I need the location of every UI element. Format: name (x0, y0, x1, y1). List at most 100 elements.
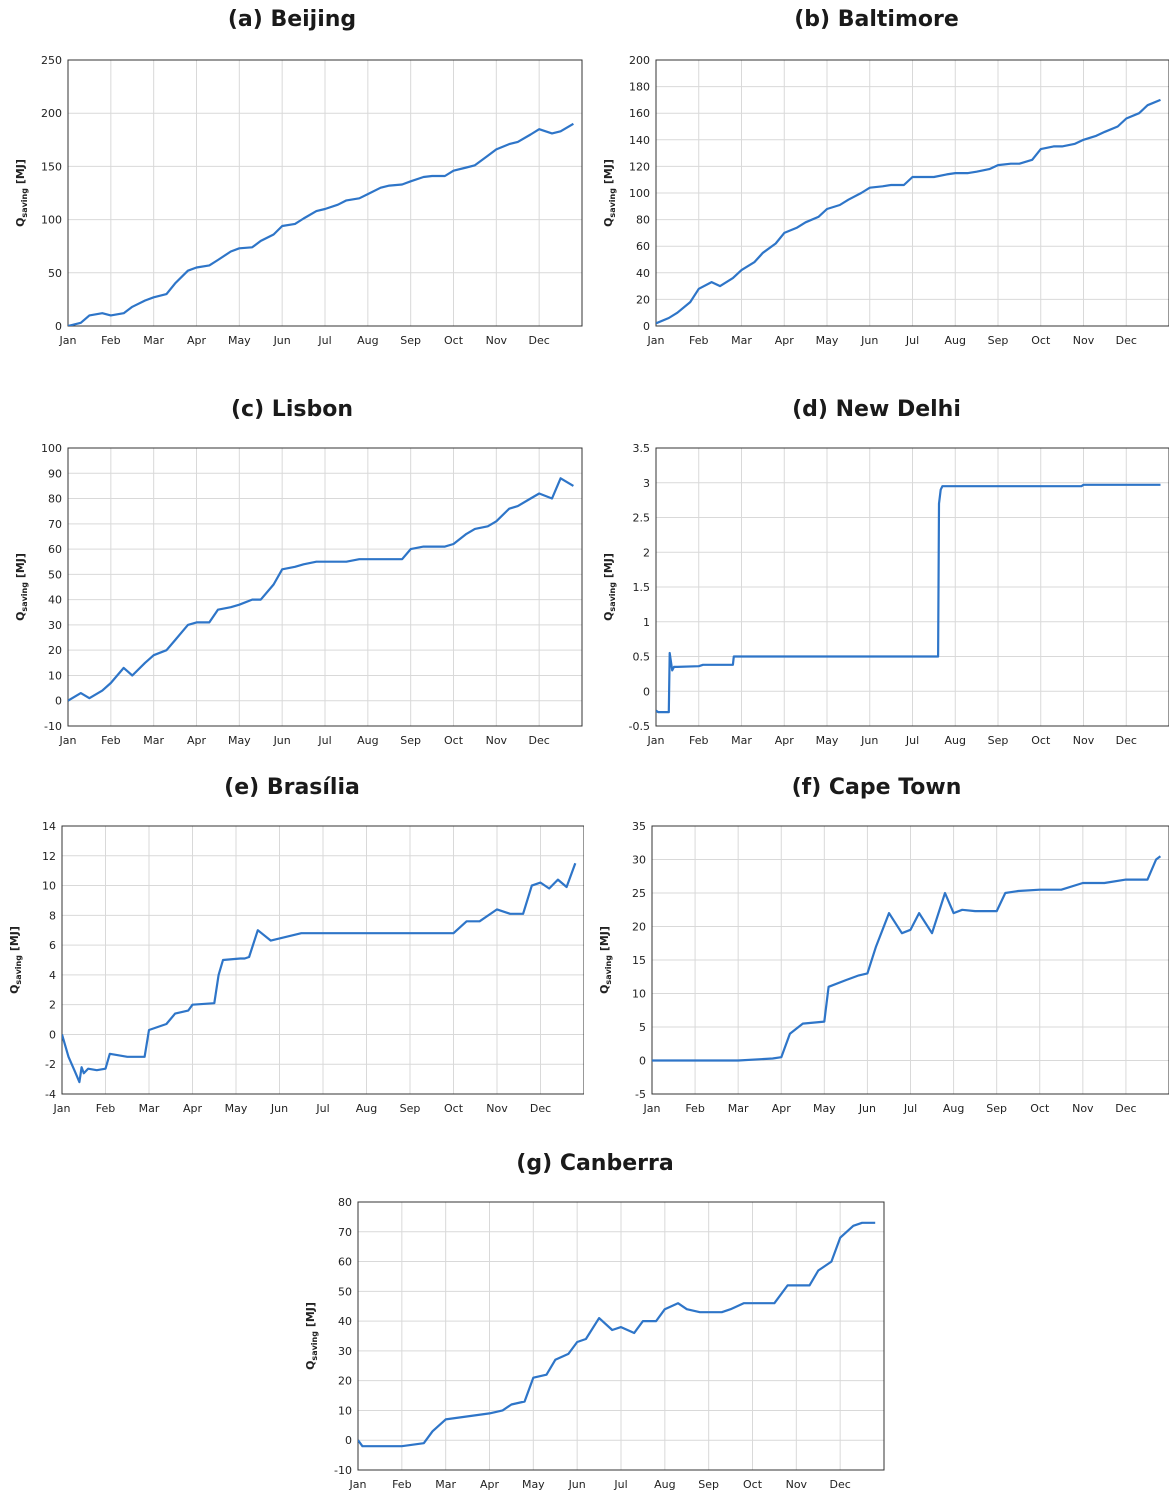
x-tick-label: Feb (392, 1478, 411, 1491)
y-tick-label: 10 (48, 669, 62, 682)
y-tick-label: 70 (48, 518, 62, 531)
panel-b: (b) Baltimore 0 20 40 60 80 100 120 140 160 180 20… (584, 0, 1169, 380)
x-tick-label: Sep (400, 1102, 421, 1115)
y-axis-label: Qsaving [MJ] (8, 926, 23, 994)
chart-f: -5 0 5 10 15 20 25 30 35 Jan Feb Mar Apr May Jun Jul Aug… (598, 820, 1169, 1115)
x-tick-label: Dec (830, 1478, 851, 1491)
y-tick-label: 140 (629, 134, 650, 147)
series-line (656, 483, 1161, 714)
x-tick-label: Nov (486, 334, 508, 347)
x-tick-label: Nov (1073, 334, 1095, 347)
x-tick-label: Jun (860, 334, 878, 347)
y-tick-label: 80 (48, 493, 62, 506)
y-tick-label: 80 (338, 1196, 352, 1209)
x-tick-label: Jul (315, 1102, 329, 1115)
y-tick-label: 10 (42, 880, 56, 893)
y-tick-label: 20 (338, 1375, 352, 1388)
y-tick-label: -4 (45, 1088, 56, 1101)
panel-g: (g) Canberra -10 0 10 20 30 40 50 60 70 80 Jan Feb M… (300, 1144, 890, 1499)
x-tick-label: Sep (698, 1478, 719, 1491)
x-tick-label: Jan (53, 1102, 71, 1115)
plot-frame (655, 447, 1169, 727)
series-line (68, 477, 574, 702)
x-tick-label: Sep (986, 1102, 1007, 1115)
y-axis-label: Qsaving [MJ] (14, 159, 29, 227)
y-tick-label: 60 (636, 240, 650, 253)
x-tick-label: Feb (685, 1102, 704, 1115)
x-tick-label: Dec (530, 1102, 551, 1115)
panel-a: (a) Beijing 0 50 100 150 200 250 Jan Feb Mar Apr M… (0, 0, 584, 380)
x-tick-label: Oct (743, 1478, 763, 1491)
x-tick-label: Oct (444, 1102, 464, 1115)
x-tick-label: May (816, 334, 839, 347)
y-tick-label: 0 (639, 1055, 646, 1068)
y-tick-label: 100 (629, 187, 650, 200)
x-tick-label: Aug (357, 334, 378, 347)
y-tick-label: 90 (48, 467, 62, 480)
y-tick-label: 80 (636, 214, 650, 227)
x-tick-label: Jul (317, 334, 331, 347)
chart-d: -0.5 0 0.5 1 1.5 2 2.5 3 3.5 Jan Feb Mar Apr May Jun Ju… (602, 442, 1169, 747)
y-tick-label: 30 (338, 1345, 352, 1358)
x-tick-label: Nov (486, 1102, 508, 1115)
chart-title-e: (e) Brasília (224, 775, 360, 800)
x-tick-label: Oct (1031, 734, 1051, 747)
x-tick-label: Feb (689, 334, 708, 347)
x-tick-label: Feb (101, 334, 120, 347)
series-line (62, 862, 577, 1084)
x-tick-label: Nov (1073, 734, 1095, 747)
y-tick-label: 1 (643, 616, 650, 629)
chart-title-b: (b) Baltimore (794, 7, 959, 32)
panel-d: (d) New Delhi -0.5 0 0.5 1 1.5 2 2.5 3 3.5 Jan Feb… (584, 390, 1169, 770)
y-tick-label: 10 (338, 1404, 352, 1417)
panel-f: (f) Cape Town -5 0 5 10 15 20 25 30 35 Jan Feb Mar A… (584, 768, 1169, 1148)
x-tick-label: Aug (945, 334, 966, 347)
x-tick-label: Jan (647, 734, 665, 747)
y-tick-label: 60 (48, 543, 62, 556)
y-tick-label: 25 (632, 887, 646, 900)
x-tick-label: Feb (96, 1102, 115, 1115)
x-tick-label: Jul (905, 334, 919, 347)
x-tick-label: May (228, 334, 251, 347)
plot-frame (655, 59, 1169, 327)
x-tick-label: Jan (349, 1478, 367, 1491)
y-tick-label: 160 (629, 107, 650, 120)
y-tick-label: 20 (48, 644, 62, 657)
y-tick-label: -5 (635, 1088, 646, 1101)
x-tick-label: Jun (860, 734, 878, 747)
y-tick-label: 20 (636, 293, 650, 306)
chart-title-f: (f) Cape Town (791, 775, 962, 800)
plot-frame (61, 825, 584, 1095)
x-tick-label: Aug (357, 734, 378, 747)
y-tick-label: 14 (42, 820, 56, 833)
x-tick-label: Oct (1030, 1102, 1050, 1115)
chart-title-d: (d) New Delhi (792, 397, 961, 422)
x-tick-label: May (816, 734, 839, 747)
y-tick-label: 5 (639, 1021, 646, 1034)
x-tick-label: Aug (943, 1102, 964, 1115)
x-tick-label: Apr (772, 1102, 792, 1115)
x-tick-label: Apr (183, 1102, 203, 1115)
x-tick-label: Apr (775, 334, 795, 347)
y-axis-label: Qsaving [MJ] (602, 553, 617, 621)
y-tick-label: 3 (643, 477, 650, 490)
x-tick-label: Dec (529, 334, 550, 347)
series-line (652, 855, 1162, 1062)
x-tick-label: Mar (143, 734, 164, 747)
y-tick-label: -0.5 (629, 720, 650, 733)
x-tick-label: Jan (59, 334, 77, 347)
x-tick-label: Nov (786, 1478, 808, 1491)
x-tick-label: Mar (728, 1102, 749, 1115)
chart-a: 0 50 100 150 200 250 Jan Feb Mar Apr May Jun Jul Aug S… (14, 54, 583, 347)
y-tick-label: 0 (49, 1028, 56, 1041)
x-tick-label: Aug (945, 734, 966, 747)
x-tick-label: Dec (529, 734, 550, 747)
y-tick-label: 0.5 (633, 651, 651, 664)
x-tick-label: Mar (143, 334, 164, 347)
y-tick-label: 2 (49, 999, 56, 1012)
x-tick-label: Nov (486, 734, 508, 747)
y-tick-label: 0 (345, 1434, 352, 1447)
x-tick-label: Jun (273, 334, 291, 347)
y-tick-label: 15 (632, 954, 646, 967)
x-tick-label: Dec (1115, 1102, 1136, 1115)
